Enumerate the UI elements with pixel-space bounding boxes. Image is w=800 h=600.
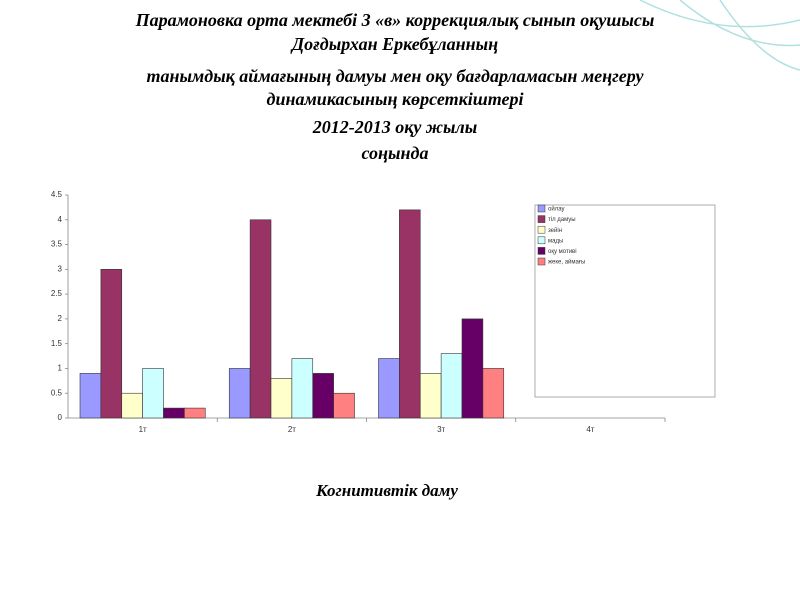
legend-label: мады [548,238,563,244]
bar [291,358,314,419]
legend-label: оқу мотиві [548,249,577,255]
legend-label: тіл дамуы [548,217,576,223]
bar [184,407,206,419]
bar [312,373,334,419]
title-line: Доғдырхан Еркебұланның [290,34,498,54]
y-tick-label: 4.5 [51,190,63,199]
title-line: Парамоновка орта мектебі 3 «в» коррекция… [135,10,655,30]
y-tick-label: 3.5 [51,240,63,249]
y-tick-label: 2 [58,314,63,323]
bar [228,368,251,419]
legend-swatch [537,204,546,213]
title-line: танымдық аймағының дамуы мен оқу бағдарл… [146,66,644,86]
x-tick-label: 2т [288,425,296,434]
deco-line [719,0,800,71]
deco-line [679,0,800,47]
x-tick-label: 4т [586,425,594,434]
bar [163,407,185,419]
title-line: соңында [362,143,429,163]
caption: Когнитивтік даму [315,481,458,500]
legend-swatch [537,257,546,266]
bar [142,368,164,419]
bar [121,392,143,419]
legend-swatch [537,247,546,255]
title-line: 2012-2013 оқу жылы [312,117,477,137]
bar [270,378,293,419]
y-tick-label: 2.5 [51,289,63,298]
legend-swatch [537,215,546,223]
bar [100,269,123,419]
y-tick-label: 0.5 [51,388,63,397]
legend-label: жеке, аймағы [548,259,585,266]
bar [482,368,505,419]
bar [419,373,442,419]
legend-box [534,204,716,398]
bar [249,219,272,419]
bar [79,373,102,419]
legend-swatch [537,236,546,245]
x-tick-label: 3т [437,425,445,434]
bar [461,318,484,419]
y-tick-label: 0 [58,413,63,422]
decoration [639,0,800,71]
legend-swatch [537,225,546,234]
bar [399,209,421,419]
y-tick-label: 4 [58,215,63,224]
title-line: динамикасының көрсеткіштері [267,89,524,109]
x-tick-label: 1т [139,425,147,434]
bar [440,353,463,419]
bar [333,392,355,419]
legend-label: зейін [548,227,562,234]
y-tick-label: 1.5 [51,339,63,348]
y-tick-label: 1 [58,364,63,373]
deco-line [639,0,800,28]
bar [378,358,400,419]
legend-label: ойлау [548,206,564,213]
y-tick-label: 3 [58,264,63,273]
